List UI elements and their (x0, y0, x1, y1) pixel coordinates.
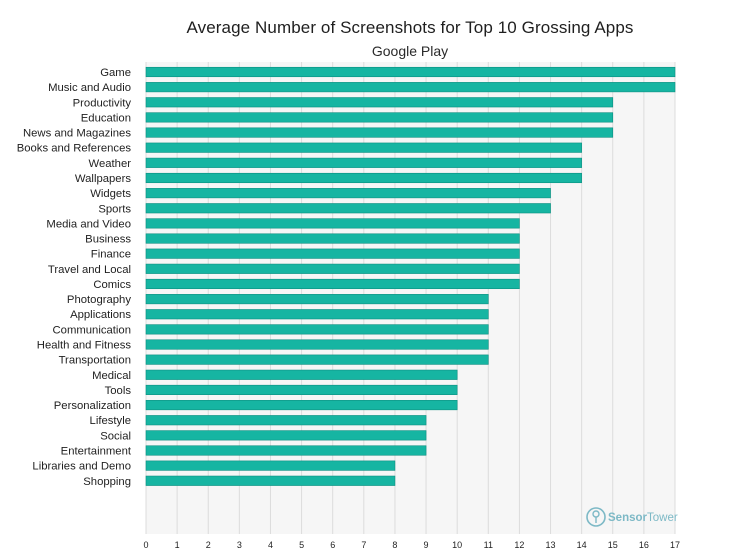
bar-education (145, 112, 614, 123)
svg-text:SensorTower: SensorTower (608, 512, 678, 524)
bar-social (145, 430, 427, 441)
x-tick-label-12: 12 (514, 540, 524, 550)
category-labels: Game Music and Audio Productivity Education… (17, 67, 132, 488)
x-tick-label-11: 11 (484, 540, 493, 550)
bar-news-and-magazines (145, 127, 614, 138)
bar-transportation (145, 354, 489, 365)
category-label-sports: Sports (98, 203, 131, 215)
x-axis-ticks: 0 1 2 3 4 5 6 7 8 9 10 11 12 13 14 15 16 17 (143, 540, 680, 550)
category-label-game: Game (100, 67, 131, 79)
bar-travel-and-local (145, 263, 520, 274)
bar-entertainment (145, 445, 427, 456)
category-label-music-and-audio: Music and Audio (48, 82, 131, 94)
bar-finance (145, 248, 520, 259)
x-tick-label-7: 7 (361, 540, 366, 550)
bar-shopping (145, 475, 396, 486)
category-label-applications: Applications (70, 309, 131, 321)
x-tick-label-0: 0 (143, 540, 148, 550)
sensor-tower-logo-icon (586, 507, 606, 527)
bar-business (145, 233, 520, 244)
category-label-medical: Medical (92, 370, 131, 382)
category-label-entertainment: Entertainment (61, 446, 132, 458)
bar-music-and-audio (145, 82, 676, 93)
category-label-media-and-video: Media and Video (46, 218, 131, 230)
category-label-social: Social (100, 430, 131, 442)
category-label-business: Business (85, 234, 131, 246)
category-label-shopping: Shopping (83, 476, 131, 488)
bar-communication (145, 324, 489, 335)
category-label-widgets: Widgets (90, 188, 131, 200)
category-label-wallpapers: Wallpapers (75, 173, 131, 185)
category-label-comics: Comics (93, 279, 131, 291)
bar-weather (145, 157, 582, 168)
bar-lifestyle (145, 415, 427, 426)
bar-productivity (145, 97, 614, 108)
x-tick-label-3: 3 (237, 540, 242, 550)
bar-widgets (145, 188, 551, 199)
bar-libraries-and-demo (145, 460, 396, 471)
bar-medical (145, 369, 458, 380)
x-tick-label-15: 15 (608, 540, 618, 550)
category-label-travel-and-local: Travel and Local (48, 264, 131, 276)
category-label-photography: Photography (67, 294, 131, 306)
category-label-libraries-and-demo: Libraries and Demo (32, 461, 131, 473)
x-tick-label-6: 6 (330, 540, 335, 550)
bar-comics (145, 278, 520, 290)
category-label-finance: Finance (91, 249, 131, 261)
category-label-lifestyle: Lifestyle (90, 415, 131, 427)
x-tick-label-10: 10 (452, 540, 462, 550)
watermark: SensorTower (586, 507, 678, 527)
bar-media-and-video (145, 218, 520, 229)
watermark-brand-tower: Tower (647, 512, 678, 524)
category-label-health-and-fitness: Health and Fitness (37, 340, 132, 352)
bars-group (145, 66, 676, 486)
category-label-education: Education (81, 112, 131, 124)
bar-health-and-fitness (145, 339, 489, 350)
category-label-productivity: Productivity (73, 97, 132, 109)
chart-subtitle: Google Play (371, 43, 449, 59)
x-tick-label-5: 5 (299, 540, 304, 550)
bar-applications (145, 309, 489, 320)
bar-personalization (145, 400, 458, 411)
category-label-transportation: Transportation (59, 355, 131, 367)
chart-title: Average Number of Screenshots for Top 10… (186, 18, 634, 37)
x-tick-label-16: 16 (639, 540, 649, 550)
x-tick-label-13: 13 (546, 540, 556, 550)
bar-wallpapers (145, 172, 582, 184)
watermark-brand-sensor: Sensor (608, 512, 648, 524)
category-label-communication: Communication (53, 324, 131, 336)
x-tick-label-2: 2 (206, 540, 211, 550)
x-tick-label-8: 8 (392, 540, 397, 550)
x-tick-label-1: 1 (175, 540, 180, 550)
bar-game (145, 66, 676, 78)
x-tick-label-14: 14 (577, 540, 587, 550)
category-label-books-and-references: Books and References (17, 143, 132, 155)
bar-tools (145, 384, 458, 395)
category-label-news-and-magazines: News and Magazines (23, 128, 131, 140)
x-tick-label-9: 9 (424, 540, 429, 550)
bar-photography (145, 294, 489, 305)
category-label-weather: Weather (89, 158, 132, 170)
category-label-personalization: Personalization (54, 400, 131, 412)
bar-sports (145, 203, 551, 214)
bar-books-and-references (145, 142, 582, 153)
x-tick-label-17: 17 (670, 540, 680, 550)
x-tick-label-4: 4 (268, 540, 273, 550)
category-label-tools: Tools (105, 385, 132, 397)
